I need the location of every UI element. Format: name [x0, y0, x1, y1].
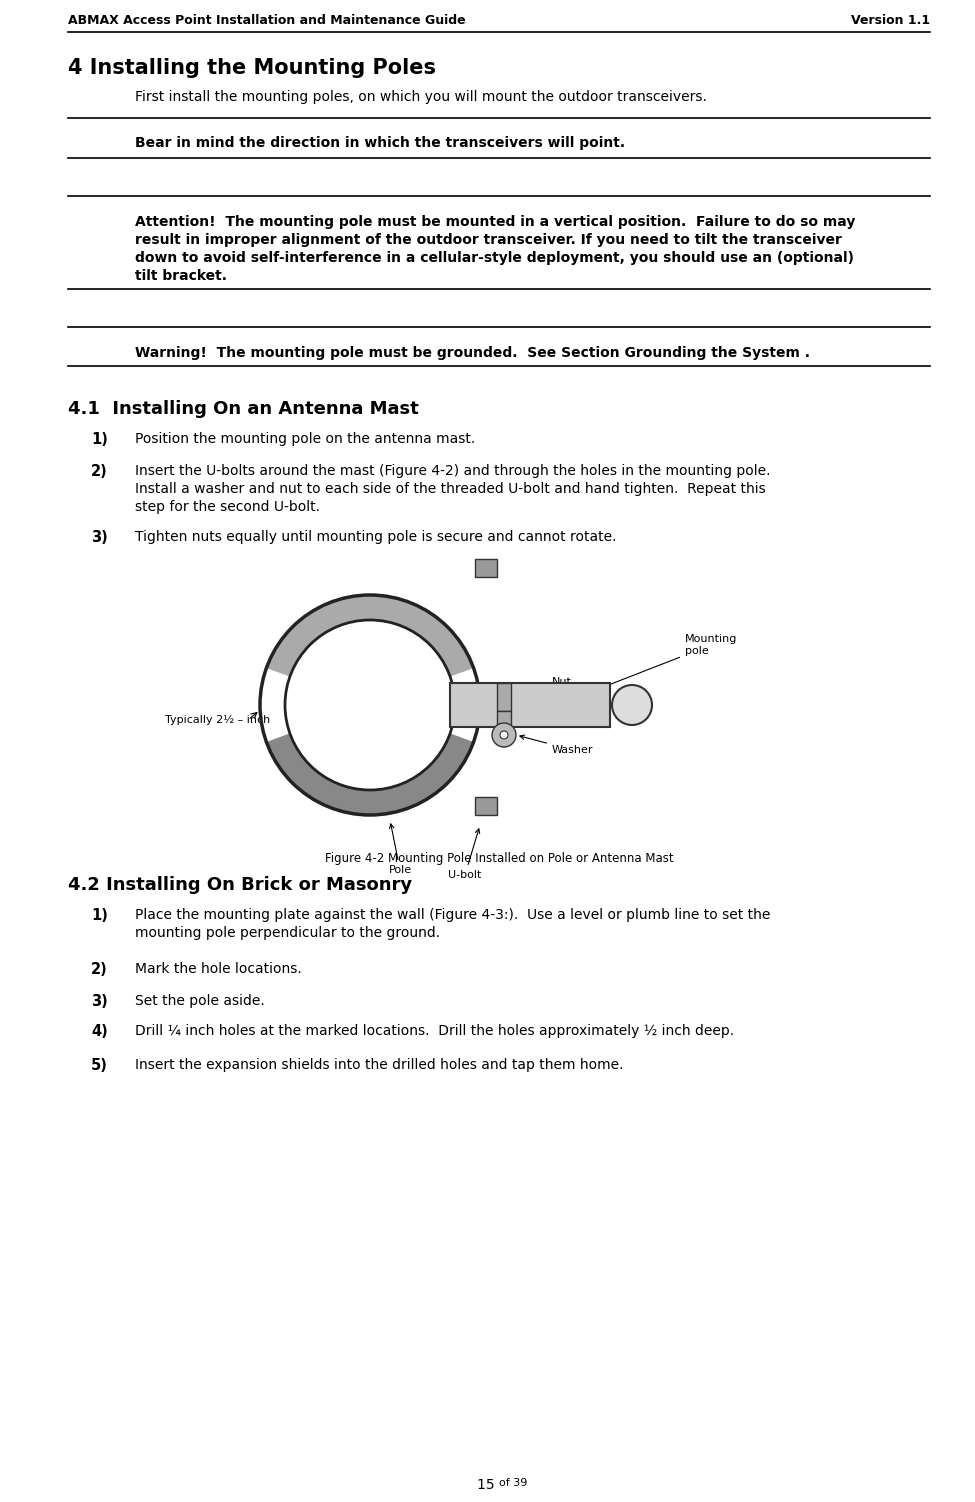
- Circle shape: [500, 731, 508, 739]
- Text: 1): 1): [91, 433, 108, 448]
- Circle shape: [612, 685, 652, 725]
- Text: 3): 3): [92, 530, 108, 545]
- Text: 1): 1): [91, 909, 108, 924]
- Text: Pole: Pole: [388, 825, 411, 876]
- Text: Drill ¼ inch holes at the marked locations.  Drill the holes approximately ½ inc: Drill ¼ inch holes at the marked locatio…: [135, 1024, 734, 1038]
- Text: down to avoid self-interference in a cellular-style deployment, you should use a: down to avoid self-interference in a cel…: [135, 251, 854, 264]
- Text: Typically 2½ – inch: Typically 2½ – inch: [165, 715, 270, 725]
- Text: Install a washer and nut to each side of the threaded U-bolt and hand tighten.  : Install a washer and nut to each side of…: [135, 482, 765, 496]
- Text: Figure 4-2 Mounting Pole Installed on Pole or Antenna Mast: Figure 4-2 Mounting Pole Installed on Po…: [325, 852, 674, 865]
- Text: U-bolt: U-bolt: [448, 829, 482, 880]
- Text: Position the mounting pole on the antenna mast.: Position the mounting pole on the antenn…: [135, 433, 475, 446]
- Text: Set the pole aside.: Set the pole aside.: [135, 994, 265, 1008]
- Text: Place the mounting plate against the wall (Figure 4-3:).  Use a level or plumb l: Place the mounting plate against the wal…: [135, 909, 770, 922]
- Text: 4 Installing the Mounting Poles: 4 Installing the Mounting Poles: [68, 59, 436, 78]
- Text: 2): 2): [92, 961, 108, 976]
- Text: Washer: Washer: [520, 734, 594, 756]
- Text: mounting pole perpendicular to the ground.: mounting pole perpendicular to the groun…: [135, 927, 440, 940]
- Bar: [497, 710, 511, 739]
- Text: of 39: of 39: [499, 1478, 527, 1488]
- Text: result in improper alignment of the outdoor transceiver. If you need to tilt the: result in improper alignment of the outd…: [135, 233, 841, 246]
- Text: Mounting
pole: Mounting pole: [573, 634, 737, 698]
- Bar: [497, 683, 511, 710]
- Text: Tighten nuts equally until mounting pole is secure and cannot rotate.: Tighten nuts equally until mounting pole…: [135, 530, 616, 544]
- Polygon shape: [266, 734, 474, 816]
- Polygon shape: [266, 595, 474, 676]
- Text: Mark the hole locations.: Mark the hole locations.: [135, 961, 301, 976]
- Text: 4.1  Installing On an Antenna Mast: 4.1 Installing On an Antenna Mast: [68, 400, 418, 418]
- Text: Nut: Nut: [515, 677, 572, 697]
- Text: 2): 2): [92, 464, 108, 479]
- Text: Bear in mind the direction in which the transceivers will point.: Bear in mind the direction in which the …: [135, 137, 625, 150]
- Bar: [475, 798, 497, 816]
- Bar: [475, 559, 497, 577]
- Text: ABMAX Access Point Installation and Maintenance Guide: ABMAX Access Point Installation and Main…: [68, 14, 466, 27]
- Text: 3): 3): [92, 994, 108, 1009]
- Text: 15: 15: [477, 1478, 499, 1491]
- Text: First install the mounting poles, on which you will mount the outdoor transceive: First install the mounting poles, on whi…: [135, 90, 707, 104]
- Text: 5): 5): [91, 1057, 108, 1072]
- Text: step for the second U-bolt.: step for the second U-bolt.: [135, 500, 320, 514]
- Text: Insert the expansion shields into the drilled holes and tap them home.: Insert the expansion shields into the dr…: [135, 1057, 623, 1072]
- Text: Version 1.1: Version 1.1: [851, 14, 930, 27]
- Text: tilt bracket.: tilt bracket.: [135, 269, 227, 282]
- Text: Insert the U-bolts around the mast (Figure 4-2) and through the holes in the mou: Insert the U-bolts around the mast (Figu…: [135, 464, 770, 478]
- Circle shape: [492, 722, 516, 746]
- Text: 4.2 Installing On Brick or Masonry: 4.2 Installing On Brick or Masonry: [68, 876, 412, 894]
- Text: Warning!  The mounting pole must be grounded.  See Section Grounding the System : Warning! The mounting pole must be groun…: [135, 345, 810, 360]
- Text: 4): 4): [92, 1024, 108, 1039]
- Text: Attention!  The mounting pole must be mounted in a vertical position.  Failure t: Attention! The mounting pole must be mou…: [135, 215, 855, 228]
- Bar: [450, 683, 610, 727]
